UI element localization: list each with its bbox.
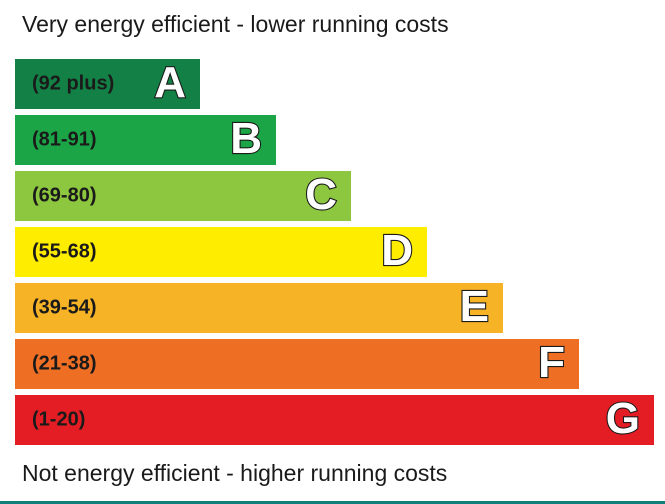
band-a-letter: A xyxy=(153,58,187,108)
band-c-range: (69-80) xyxy=(32,184,97,207)
band-e-range: (39-54) xyxy=(32,296,97,319)
band-d-range: (55-68) xyxy=(32,240,97,263)
band-g: (1-20) G xyxy=(15,395,654,445)
band-f: (21-38) F xyxy=(15,339,579,389)
band-b: (81-91) B xyxy=(15,115,276,165)
band-a-range: (92 plus) xyxy=(32,72,115,95)
band-b-range: (81-91) xyxy=(32,128,97,151)
top-caption: Very energy efficient - lower running co… xyxy=(22,11,449,37)
bottom-caption: Not energy efficient - higher running co… xyxy=(22,460,448,486)
band-b-letter: B xyxy=(229,114,263,164)
band-e-letter: E xyxy=(459,282,491,332)
band-g-range: (1-20) xyxy=(32,408,86,431)
band-g-letter: G xyxy=(605,394,641,444)
bottom-divider xyxy=(0,501,665,504)
band-e: (39-54) E xyxy=(15,283,503,333)
band-f-range: (21-38) xyxy=(32,352,97,375)
band-a: (92 plus) A xyxy=(15,59,200,109)
band-c-letter: C xyxy=(304,170,338,220)
band-f-letter: F xyxy=(537,338,566,388)
band-d: (55-68) D xyxy=(15,227,427,277)
band-d-letter: D xyxy=(380,226,414,276)
band-c: (69-80) C xyxy=(15,171,351,221)
